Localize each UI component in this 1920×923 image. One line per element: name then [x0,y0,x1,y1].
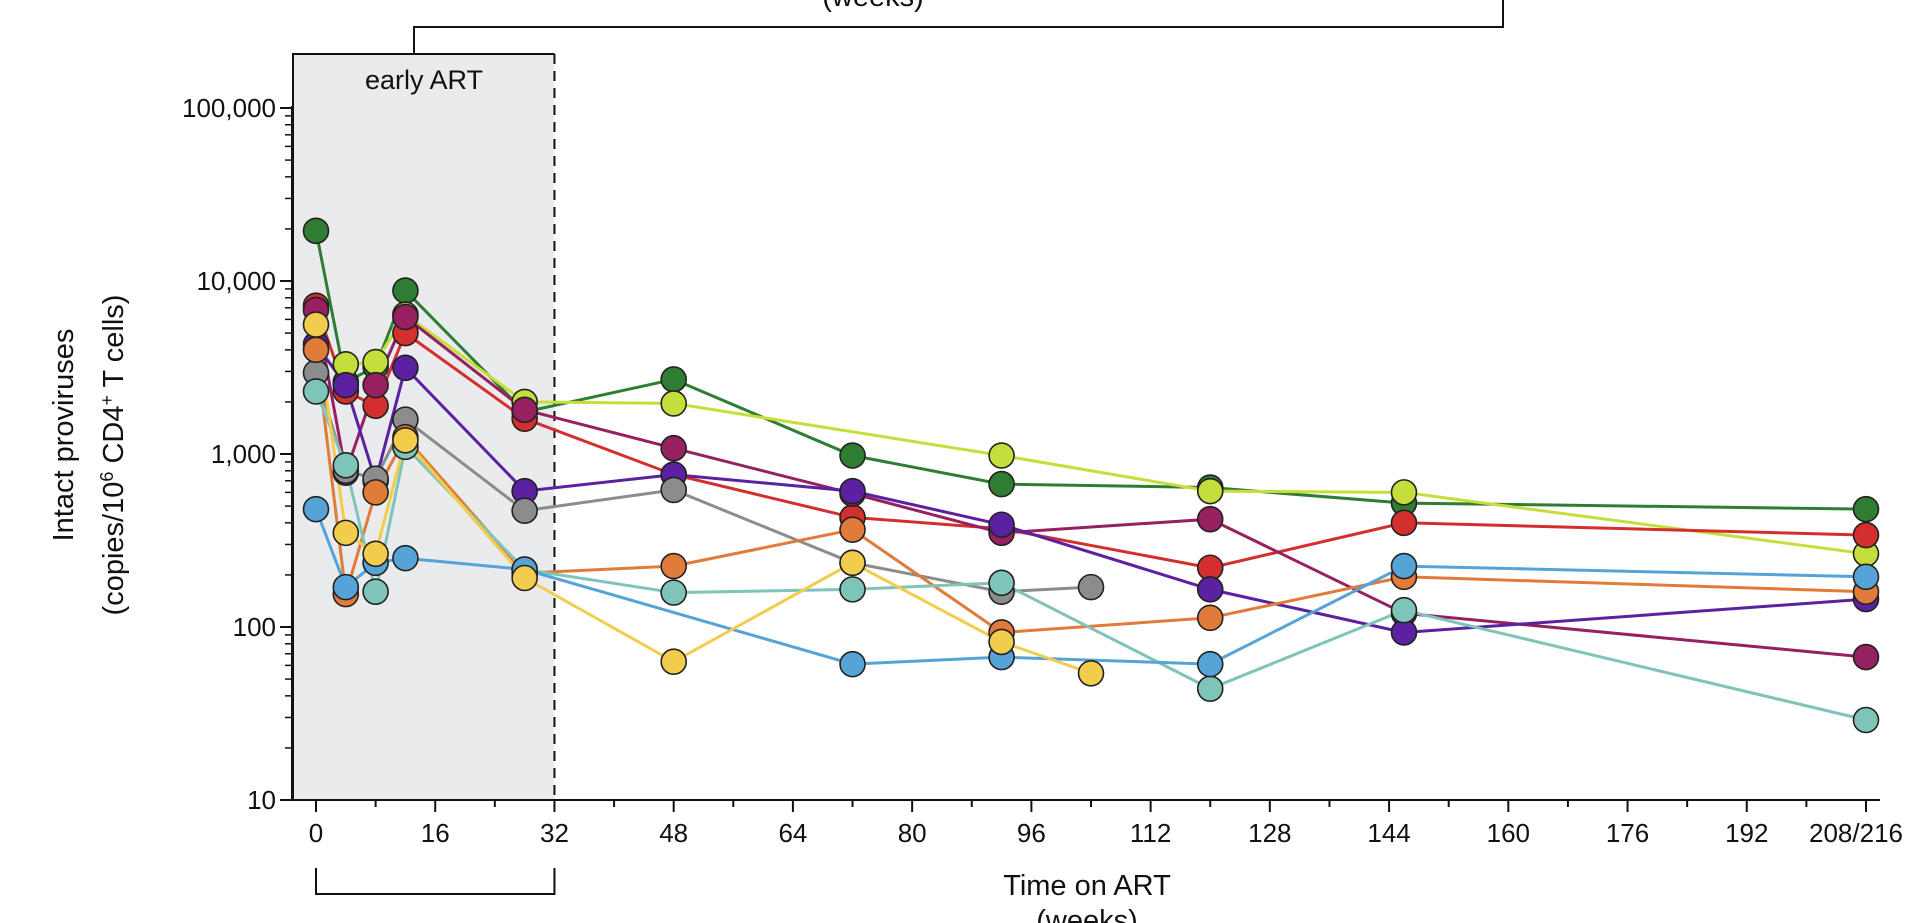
data-point-dark-green [660,366,687,393]
data-point-gold [660,648,687,676]
data-point-purple [332,371,360,399]
y-tick-label: 100 [233,612,276,642]
data-point-purple [839,477,866,505]
x-axis-title-line2: (weeks) [1036,905,1138,923]
x-tick-label: 80 [898,818,927,848]
data-point-blue [302,495,330,523]
data-point-blue [332,573,360,601]
top-bracket-label: (weeks) [822,0,924,13]
data-point-purple [1196,576,1224,603]
data-point-yellow-green [660,390,687,417]
x-tick-label: 16 [421,818,450,848]
y-tick-label: 1,000 [211,439,276,469]
data-point-orange [1196,604,1224,632]
data-point-teal [1196,675,1224,702]
data-point-maroon [1852,643,1880,671]
data-point-teal [332,452,360,479]
early-art-bracket [315,868,556,895]
data-point-yellow-green [988,442,1015,469]
x-tick-label: 0 [309,818,323,848]
data-point-dark-green [392,277,419,304]
data-point-gold [392,427,419,454]
x-tick-label: 64 [778,818,807,848]
data-point-maroon [392,303,419,331]
data-point-orange [660,552,687,580]
data-point-gold [988,628,1015,656]
data-point-dark-green [1852,495,1880,523]
top-bracket [413,0,1504,54]
x-axis-title-line1: Time on ART [1003,870,1171,902]
data-point-yellow-green [362,348,389,376]
data-point-dark-green [988,470,1015,498]
x-tick-label: 192 [1725,818,1768,848]
data-point-yellow-green [1196,477,1224,505]
data-point-teal [1390,596,1418,624]
data-point-teal [839,576,866,603]
y-axis-title-line1: Intact proviruses [48,329,80,542]
x-tick-label: 144 [1367,818,1410,848]
data-point-teal [660,579,687,606]
data-point-dark-green [839,442,866,469]
y-tick-label: 10 [247,785,276,815]
data-point-blue [1852,563,1880,591]
y-tick-label: 100,000 [182,93,276,123]
x-tick-label: 160 [1487,818,1530,848]
data-point-teal [1852,706,1880,734]
data-point-blue [392,544,419,572]
data-point-red [1390,509,1418,537]
data-point-purple [392,354,419,382]
data-point-dark-green [302,217,330,245]
x-tick-label: 32 [540,818,569,848]
data-point-red [1852,521,1880,549]
series-line-yellow-green [345,312,1867,556]
data-point-teal [988,569,1015,597]
x-tick-label: 208/216 [1809,818,1903,848]
x-tick-label: 128 [1248,818,1291,848]
data-point-orange [302,336,330,364]
x-tick-label: 176 [1606,818,1649,848]
x-tick-label: 112 [1130,818,1171,848]
data-point-purple [1390,619,1418,646]
series-line-blue [314,508,1867,666]
data-point-blue [839,650,866,678]
data-point-blue [1390,552,1418,580]
data-point-gold [302,311,330,338]
data-point-orange [839,516,866,544]
axes: 10 100 1,000 10,000 100,000 0 16 32 48 64 80 96 112 1… [182,93,1903,848]
series-points [302,217,1880,734]
y-tick-label: 10,000 [196,266,276,296]
data-point-gray [511,497,538,525]
data-point-gold [839,549,866,577]
time-brackets [315,0,1504,895]
x-tick-label: 48 [659,818,688,848]
data-point-maroon [660,434,687,462]
data-point-purple [988,511,1015,539]
data-point-maroon [1196,505,1224,533]
data-point-yellow-green [1390,479,1418,506]
y-axis-title-line2: (copies/106 CD4+ T cells) [97,295,130,616]
data-point-teal [302,378,330,405]
data-point-gold [1077,659,1105,687]
data-point-orange [362,479,389,506]
data-point-gray [660,476,687,504]
early-art-label: early ART [365,65,483,95]
data-point-blue [1196,650,1224,678]
data-point-gold [362,540,389,568]
data-point-gray [1077,573,1105,601]
x-tick-label: 96 [1017,818,1046,848]
data-point-maroon [362,371,389,399]
data-point-gold [511,564,538,592]
data-point-maroon [511,396,538,424]
data-point-gold [332,519,360,547]
data-point-teal [362,578,389,605]
